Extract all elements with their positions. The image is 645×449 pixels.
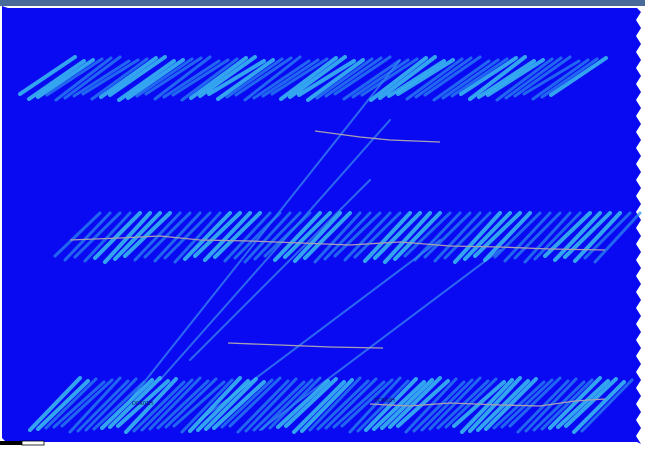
- scale-bar: [0, 441, 44, 445]
- scale-segment: [22, 441, 44, 445]
- scale-segment: [0, 441, 22, 445]
- well-label: DCR01H: [132, 401, 153, 407]
- well-label: DCR02H: [374, 398, 395, 404]
- viewport: DCR01H DCR02H: [0, 0, 645, 449]
- title-strip: [0, 0, 645, 6]
